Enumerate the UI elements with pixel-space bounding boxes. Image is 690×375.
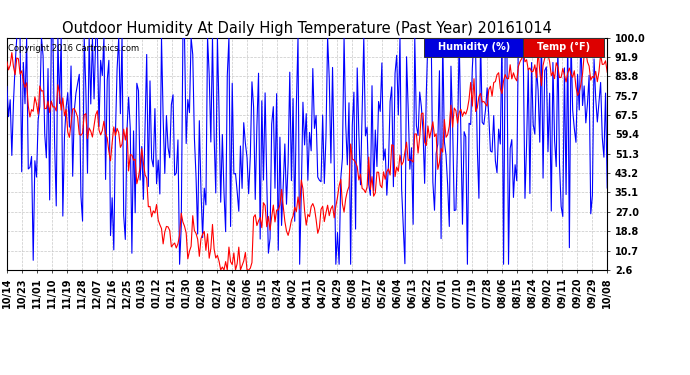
Text: Copyright 2016 Cartronics.com: Copyright 2016 Cartronics.com (8, 45, 139, 54)
Bar (523, 38, 604, 57)
Text: Humidity (%): Humidity (%) (437, 42, 510, 52)
Title: Outdoor Humidity At Daily High Temperature (Past Year) 20161014: Outdoor Humidity At Daily High Temperatu… (62, 21, 552, 36)
Bar (424, 38, 523, 57)
Text: Temp (°F): Temp (°F) (537, 42, 590, 52)
